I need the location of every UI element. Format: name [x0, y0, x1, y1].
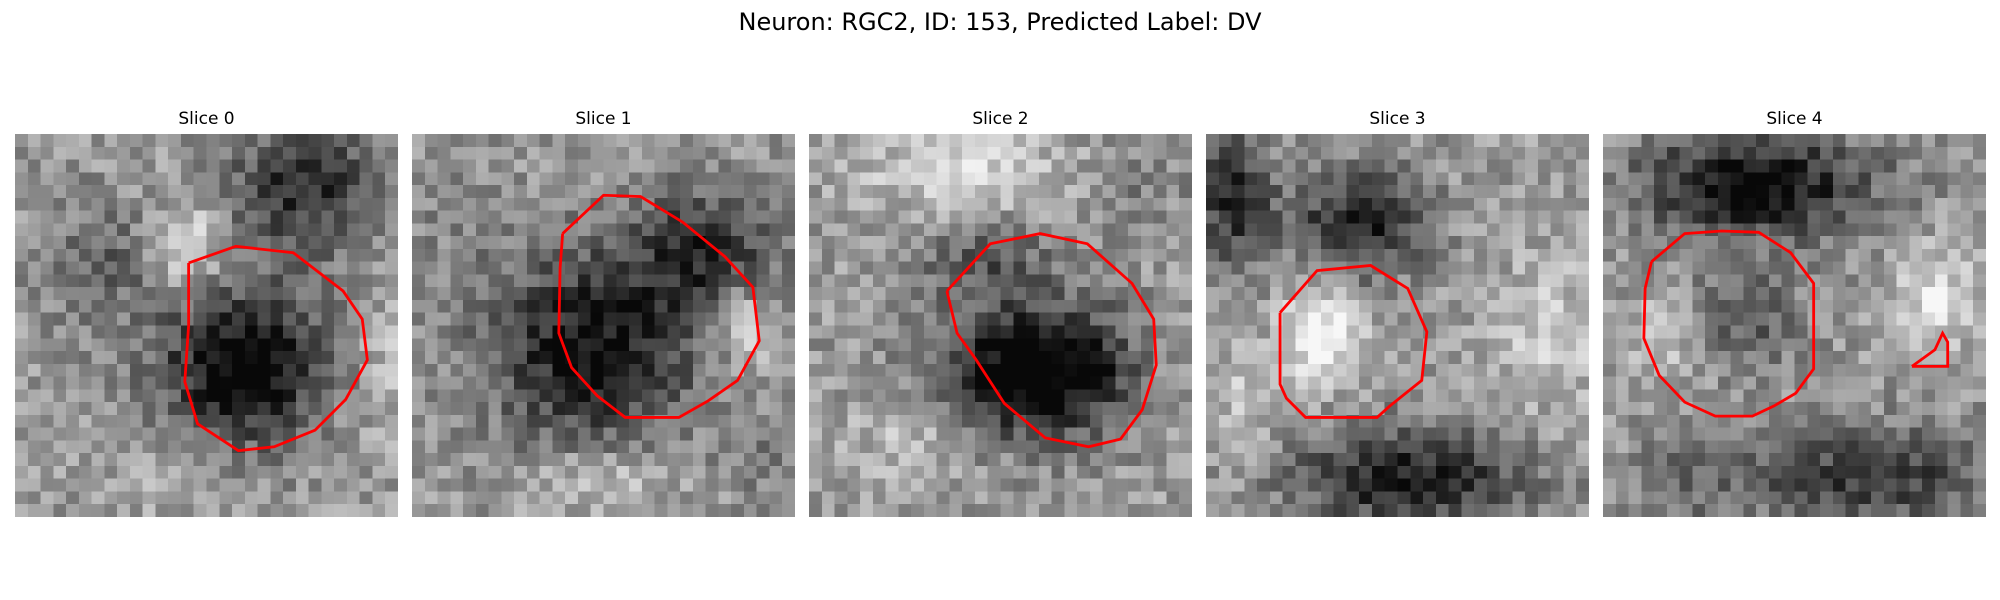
cell-contour [183, 244, 369, 453]
grayscale-pixels [1603, 134, 1986, 517]
small-contour [1911, 330, 1950, 368]
cell-contour [557, 193, 761, 419]
slice-title: Slice 4 [1766, 109, 1823, 129]
slice-title: Slice 0 [178, 109, 235, 129]
grayscale-pixels [1206, 134, 1589, 517]
slice-image-4 [1603, 134, 1986, 517]
slice-image-3 [1206, 134, 1589, 517]
slice-title: Slice 1 [575, 109, 632, 129]
cell-contour [945, 232, 1158, 449]
slice-image-0 [15, 134, 398, 517]
slice-title: Slice 3 [1369, 109, 1426, 129]
slice-title: Slice 2 [972, 109, 1029, 129]
slice-image-1 [412, 134, 795, 517]
grayscale-pixels [809, 134, 1192, 517]
cell-contour [1278, 264, 1429, 419]
figure-title: Neuron: RGC2, ID: 153, Predicted Label: … [738, 8, 1262, 36]
cell-contour [1642, 229, 1816, 418]
grayscale-pixels [412, 134, 795, 517]
grayscale-pixels [15, 134, 398, 517]
slice-image-2 [809, 134, 1192, 517]
